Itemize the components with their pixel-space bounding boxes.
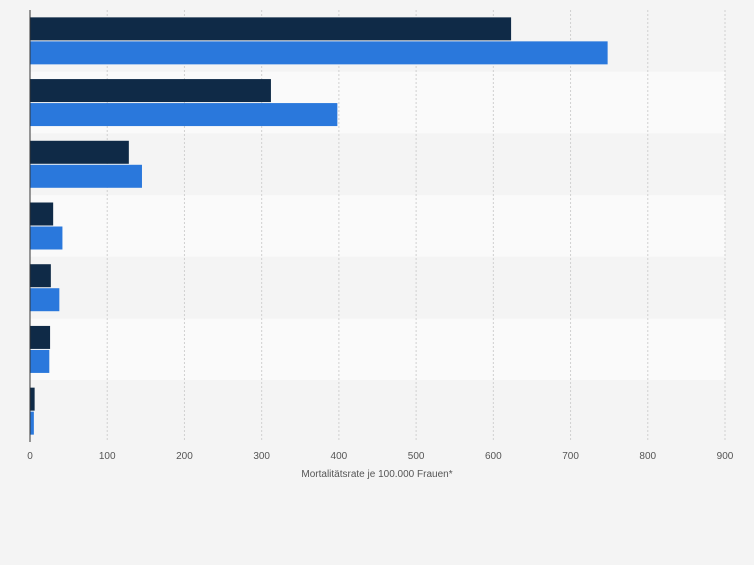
x-tick-500: 500 <box>408 451 425 462</box>
bar-s1-2 <box>30 79 271 103</box>
bar-s2-2 <box>30 103 338 127</box>
row-band-4 <box>30 256 725 319</box>
row-band-6 <box>30 380 725 442</box>
bar-s1-3 <box>30 140 129 164</box>
bar-s2-6 <box>30 349 50 373</box>
x-tick-300: 300 <box>253 451 270 462</box>
bar-s2-7 <box>30 411 34 435</box>
x-tick-labels: 0 100 200 300 400 500 600 700 800 900 <box>27 451 734 462</box>
x-tick-400: 400 <box>331 451 348 462</box>
bar-s1-6 <box>30 325 51 349</box>
bar-s2-4 <box>30 226 63 250</box>
row-band-3 <box>30 195 725 257</box>
x-tick-700: 700 <box>562 451 579 462</box>
x-tick-900: 900 <box>717 451 734 462</box>
x-axis-label: Mortalitätsrate je 100.000 Frauen* <box>301 469 452 480</box>
x-tick-800: 800 <box>639 451 656 462</box>
row-band-5 <box>30 318 725 381</box>
bar-s2-1 <box>30 41 608 65</box>
row-bands <box>30 10 725 442</box>
x-tick-100: 100 <box>99 451 116 462</box>
x-tick-600: 600 <box>485 451 502 462</box>
bar-s1-4 <box>30 202 54 226</box>
bar-s1-5 <box>30 264 51 288</box>
x-tick-0: 0 <box>27 451 33 462</box>
row-band-2 <box>30 133 725 196</box>
bar-s1-7 <box>30 387 35 411</box>
bar-s2-3 <box>30 164 142 188</box>
x-tick-200: 200 <box>176 451 193 462</box>
bars <box>30 17 608 435</box>
bar-s2-5 <box>30 288 60 312</box>
bar-s1-1 <box>30 17 512 41</box>
